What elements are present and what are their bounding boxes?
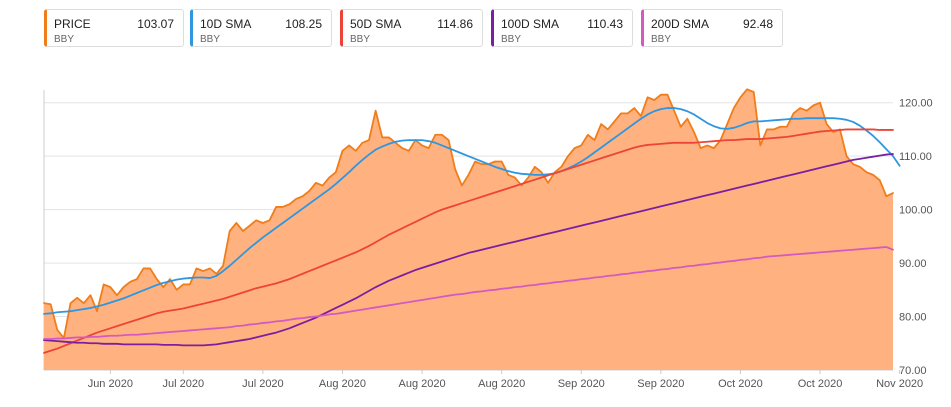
price-area <box>44 89 893 370</box>
x-tick-label: Aug 2020 <box>319 378 366 390</box>
legend-item-100d-sma-name: 100D SMA <box>501 17 560 31</box>
legend-item-price-name: PRICE <box>54 17 91 31</box>
legend-item-200d-sma[interactable]: 200D SMA 92.48 BBY <box>641 9 783 47</box>
legend-item-10d-sma[interactable]: 10D SMA 108.25 BBY <box>190 9 332 47</box>
x-tick-label: Aug 2020 <box>478 378 525 390</box>
price-line <box>43 88 894 339</box>
y-tick-label: 110.00 <box>899 151 932 163</box>
legend-item-50d-sma-value: 114.86 <box>437 17 473 31</box>
x-tick-label: Jul 2020 <box>162 378 204 390</box>
legend-item-100d-sma-value: 110.43 <box>587 17 623 31</box>
legend-item-100d-sma[interactable]: 100D SMA 110.43 BBY <box>491 9 633 47</box>
legend-item-price[interactable]: PRICE 103.07 BBY <box>44 9 184 47</box>
x-tick-label: Jul 2020 <box>242 378 284 390</box>
50d-sma-line <box>43 128 894 354</box>
y-tick-label: 90.00 <box>899 258 927 270</box>
x-tick-label: Jun 2020 <box>88 378 133 390</box>
legend-item-50d-sma-name: 50D SMA <box>350 17 402 31</box>
legend-item-200d-sma-value: 92.48 <box>742 17 773 31</box>
legend-item-100d-sma-symbol: BBY <box>501 34 522 45</box>
10d-sma-line <box>43 107 901 315</box>
legend-item-200d-sma-symbol: BBY <box>651 34 672 45</box>
legend-item-10d-sma-symbol: BBY <box>200 34 221 45</box>
series-lines <box>43 88 901 354</box>
100d-sma-line <box>43 153 894 347</box>
x-tick-label: Oct 2020 <box>798 378 843 390</box>
x-tick-label: Aug 2020 <box>399 378 446 390</box>
legend-item-50d-sma[interactable]: 50D SMA 114.86 BBY <box>340 9 483 47</box>
price-area-layer <box>44 89 893 370</box>
y-tick-label: 80.00 <box>899 312 927 324</box>
y-tick-label: 100.00 <box>899 205 933 217</box>
x-tick-label: Nov 2020 <box>876 378 923 390</box>
legend-item-200d-sma-name: 200D SMA <box>651 17 710 31</box>
legend-item-price-symbol: BBY <box>54 34 75 45</box>
x-tick-label: Sep 2020 <box>558 378 605 390</box>
legend-item-price-value: 103.07 <box>137 17 174 31</box>
y-tick-label: 70.00 <box>899 365 927 377</box>
y-tick-label: 120.00 <box>899 98 933 110</box>
legend-item-10d-sma-name: 10D SMA <box>200 17 252 31</box>
y-axis: 70.00 80.00 90.00 100.00 110.00 120.00 <box>899 98 933 377</box>
legend-item-10d-sma-value: 108.25 <box>285 17 322 31</box>
x-axis: Jun 2020 Jul 2020 Jul 2020 Aug 2020 Aug 2020… <box>88 370 923 390</box>
x-tick-label: Oct 2020 <box>718 378 763 390</box>
x-tick-label: Sep 2020 <box>637 378 684 390</box>
legend-item-50d-sma-symbol: BBY <box>350 34 371 45</box>
200d-sma-line <box>43 246 894 340</box>
